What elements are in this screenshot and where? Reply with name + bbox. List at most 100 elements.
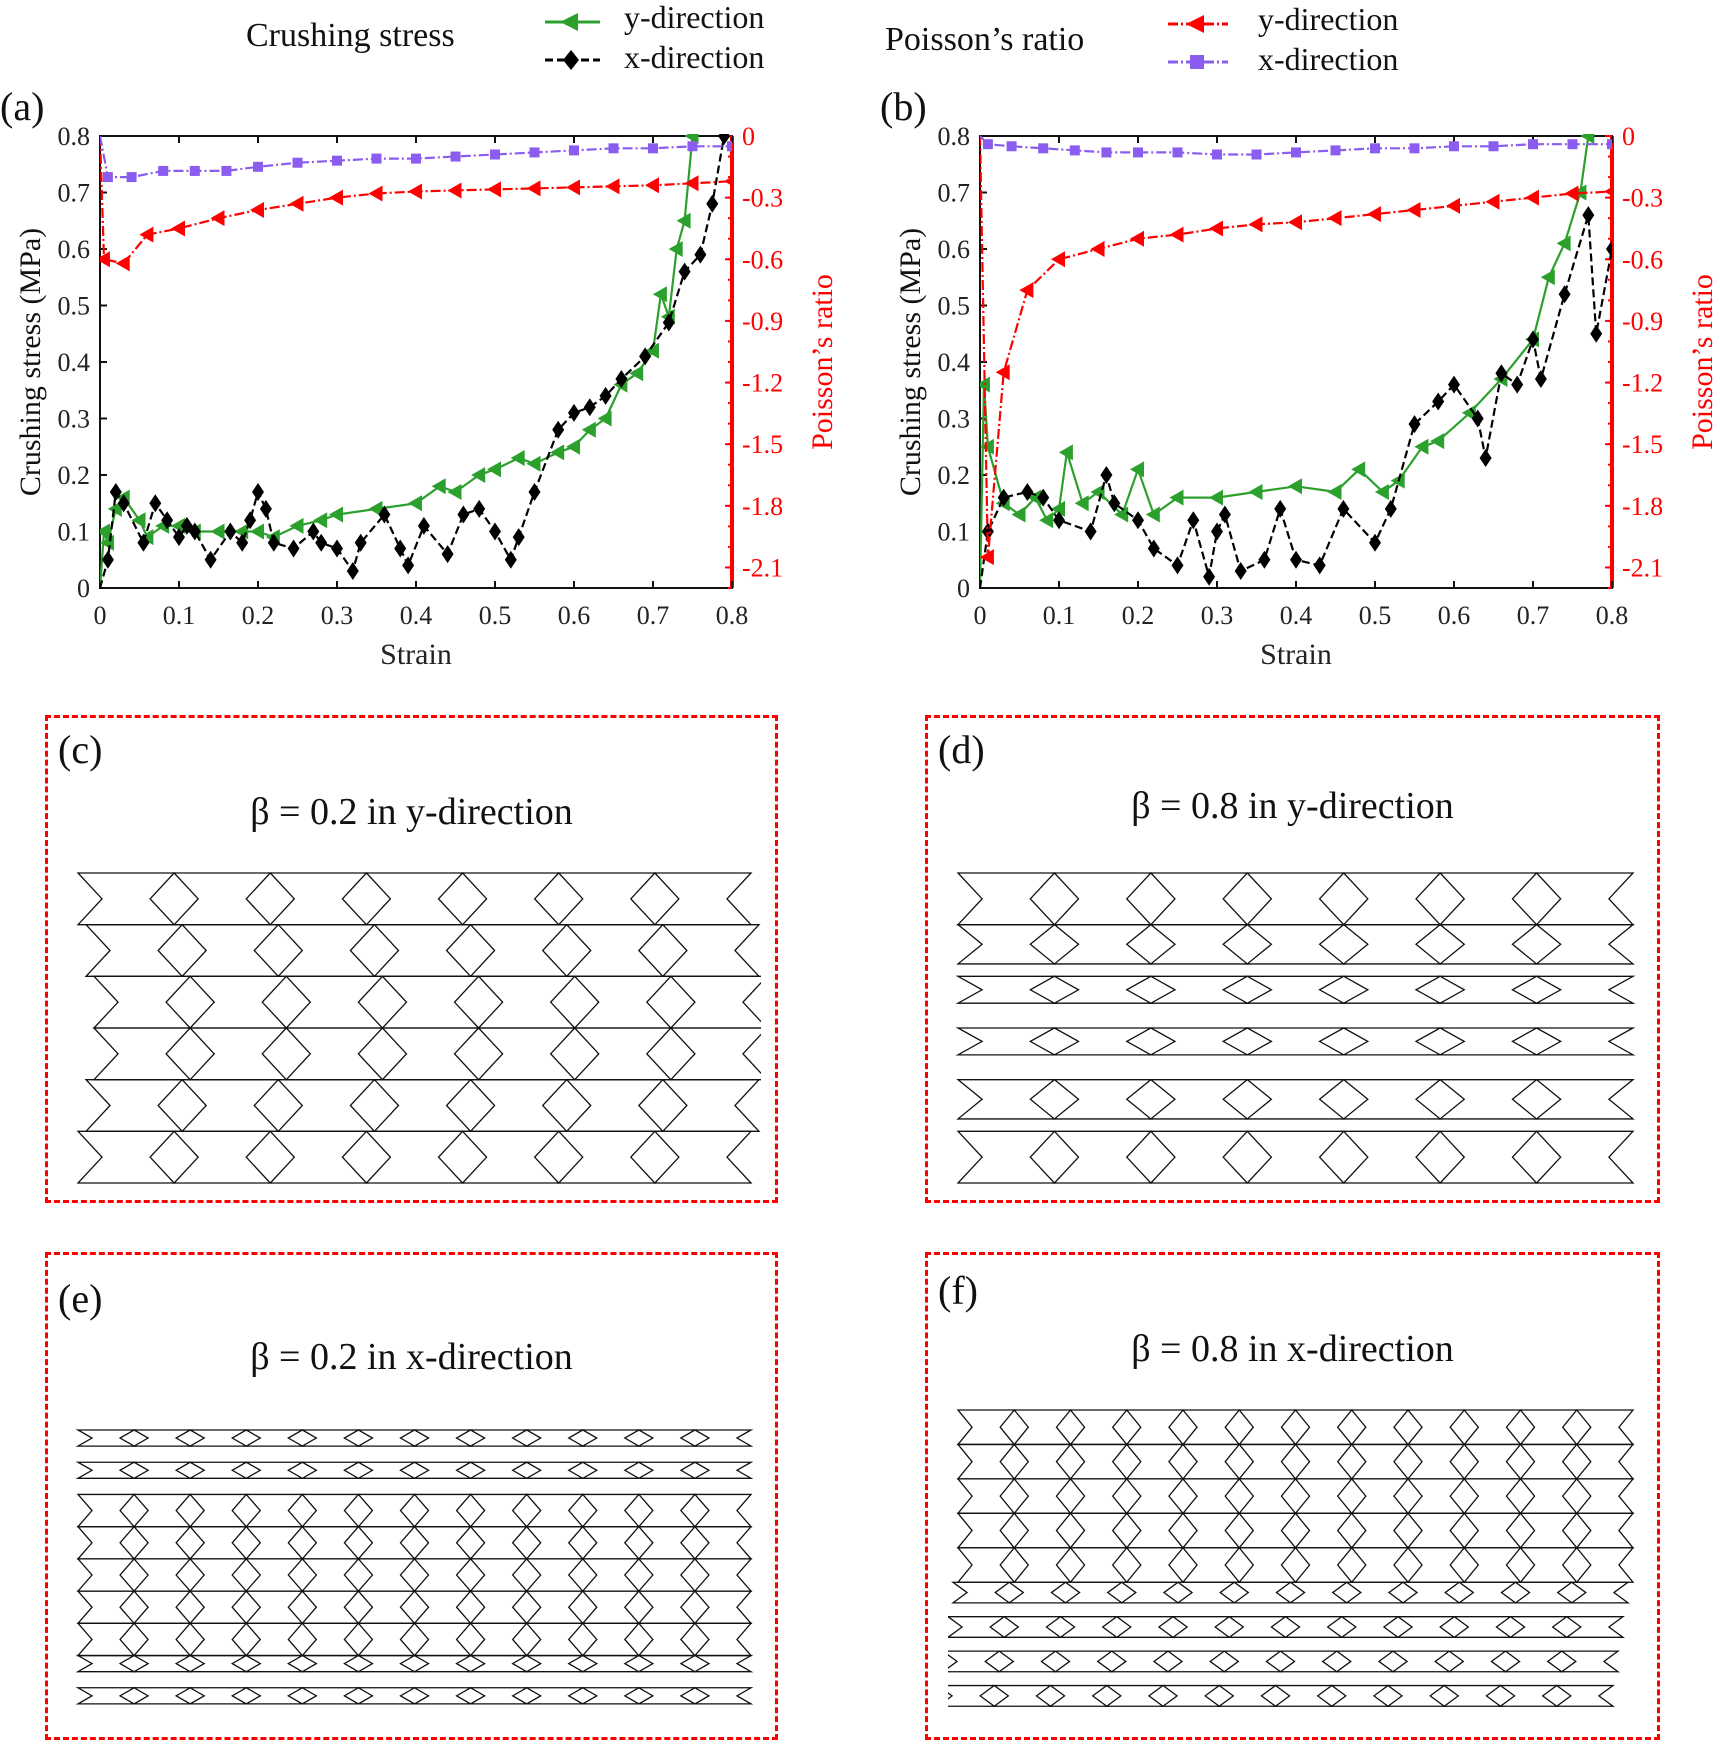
data-point	[1479, 449, 1492, 468]
lattice-cell	[1181, 1512, 1241, 1549]
lattice-cell	[581, 1493, 641, 1528]
lattice-cell	[477, 1027, 577, 1081]
data-point	[329, 506, 343, 523]
lattice-cell	[956, 1443, 1016, 1480]
series-line	[980, 214, 1612, 589]
data-point	[668, 241, 683, 257]
lattice-cell	[956, 1130, 1056, 1184]
lattice-cell	[469, 1590, 529, 1624]
lattice-cell	[1181, 1547, 1241, 1583]
lattice-cell	[1012, 1547, 1072, 1583]
lattice-cell	[1569, 1581, 1630, 1604]
data-point	[1187, 511, 1200, 530]
lattice-cell	[356, 1622, 416, 1657]
data-point	[1051, 251, 1065, 268]
lattice-cell	[1344, 1581, 1405, 1604]
data-point	[608, 143, 619, 154]
data-point	[252, 482, 264, 501]
lattice-cell	[1396, 1616, 1457, 1638]
data-point	[1058, 444, 1073, 461]
lattice-cell	[956, 1409, 1016, 1446]
lattice-cell	[1447, 1650, 1508, 1673]
lattice-cell	[132, 1558, 192, 1592]
lattice-cell	[524, 1654, 586, 1673]
lattice-cell	[356, 1558, 416, 1592]
data-point	[678, 262, 691, 281]
data-point	[158, 165, 169, 176]
lattice-cell	[1350, 1547, 1410, 1583]
x-tick-label: 0.8	[1596, 601, 1629, 630]
lattice-cell	[1012, 1478, 1072, 1514]
lattice-cell	[1350, 1512, 1410, 1549]
data-point	[1369, 533, 1381, 552]
lattice-cell	[132, 1493, 192, 1528]
lattice-cell	[468, 1461, 530, 1479]
lattice-cell	[1171, 1616, 1232, 1638]
lattice-cell	[468, 1687, 530, 1705]
lattice-cell	[187, 1687, 249, 1705]
y-tick-label: 0.6	[58, 235, 91, 264]
lattice-cell	[580, 1429, 642, 1447]
chart-a: (a) 0 0.1 0.2 0.3 0.4 0.5 0.6 0.7 0.8 0 0.1 0.2 0.3 0.…	[0, 84, 839, 671]
data-point	[107, 500, 122, 517]
y2-axis-label: Poisson’s ratio	[806, 274, 839, 450]
data-point	[1528, 139, 1538, 150]
lattice-cell	[243, 1654, 305, 1673]
data-point	[1525, 189, 1539, 206]
lattice-cell	[1053, 1650, 1114, 1673]
y2-tick-label: -2.1	[742, 553, 783, 582]
lattice-cell	[1051, 975, 1154, 1004]
y-tick-label: 0.7	[58, 179, 91, 208]
lattice-cell	[172, 872, 272, 926]
lattice-cell	[1406, 1478, 1466, 1514]
lattice-drawing	[75, 1429, 754, 1705]
lattice-cell	[1339, 1616, 1400, 1638]
lattice-cell	[76, 872, 176, 926]
panel-label: (d)	[938, 727, 985, 772]
lattice-cell	[187, 1429, 249, 1447]
lattice-cell	[1222, 1650, 1283, 1673]
data-point	[550, 444, 565, 461]
data-point	[1169, 489, 1184, 506]
lattice-cell	[1438, 924, 1539, 965]
data-point	[289, 195, 304, 212]
data-point	[648, 143, 658, 154]
data-point	[1019, 282, 1034, 299]
lattice-cell	[956, 1079, 1057, 1120]
data-point	[171, 517, 185, 534]
lattice-cell	[243, 1461, 305, 1479]
lattice-cell	[469, 1558, 529, 1592]
y2-tick-label: -1.2	[1622, 369, 1663, 398]
lattice-cell	[1294, 1409, 1354, 1446]
lattice-cell	[1342, 872, 1442, 926]
lattice-cell	[1012, 1443, 1072, 1480]
lattice-cell	[1069, 1512, 1129, 1549]
lattice-cell	[1575, 1512, 1635, 1549]
lattice-cell	[180, 1079, 280, 1132]
lattice-cell	[300, 1526, 360, 1560]
lattice-drawing	[955, 872, 1636, 1184]
x-tick-label: 0.5	[1359, 601, 1392, 630]
data-point	[287, 539, 300, 558]
data-point	[487, 461, 501, 478]
data-point	[1209, 489, 1223, 506]
lattice-cell	[380, 1027, 481, 1081]
legend-label: y-direction	[1258, 1, 1398, 37]
series-green	[980, 134, 1595, 589]
lattice-cell	[692, 1461, 754, 1479]
lattice-cell	[1519, 1547, 1579, 1583]
data-point	[662, 313, 675, 332]
legend-label: x-direction	[624, 39, 764, 75]
lattice-cell	[1288, 1581, 1349, 1604]
x-tick-label: 0.1	[163, 601, 196, 630]
data-point	[1027, 489, 1042, 506]
y-tick-label: 0.3	[938, 405, 971, 434]
lattice-cell	[1508, 1616, 1569, 1638]
data-point	[1590, 324, 1603, 343]
data-point	[597, 410, 612, 427]
lattice-cell	[468, 1654, 530, 1673]
lattice-cell	[956, 1547, 1016, 1583]
lattice-cell	[1245, 924, 1346, 965]
lattice-cell	[637, 1590, 697, 1624]
series-black	[100, 134, 731, 589]
